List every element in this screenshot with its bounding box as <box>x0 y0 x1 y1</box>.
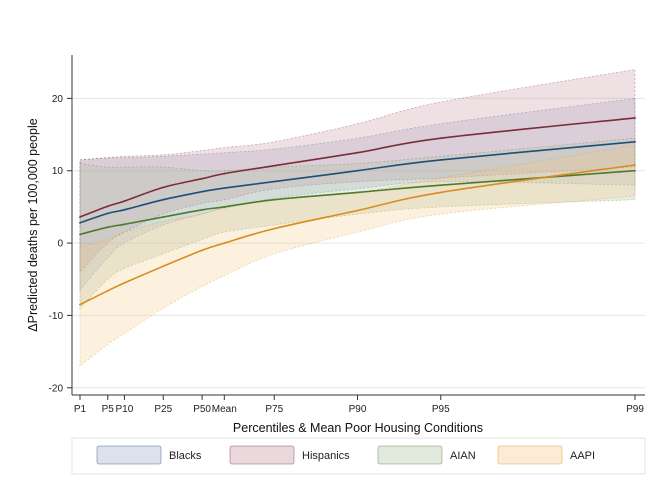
y-axis-title: ΔPredicted deaths per 100,000 people <box>26 118 40 331</box>
data-point-hispanics <box>162 186 165 189</box>
y-tick-label: 0 <box>57 239 63 250</box>
data-point-aapi <box>273 227 276 230</box>
data-point-blacks <box>106 212 109 215</box>
x-tick-label: P50 <box>193 404 211 415</box>
x-axis-title: Percentiles & Mean Poor Housing Conditio… <box>233 421 483 435</box>
legend-label-aapi: AAPI <box>570 450 595 462</box>
legend-label-hispanics: Hispanics <box>302 450 350 462</box>
data-point-aapi <box>123 281 126 284</box>
data-point-aian <box>356 191 359 194</box>
x-tick-label: Mean <box>212 404 237 415</box>
data-point-aian <box>201 208 204 211</box>
legend-swatch-aian <box>377 445 443 465</box>
x-tick-label: P5 <box>102 404 115 415</box>
data-point-blacks <box>201 190 204 193</box>
data-point-aian <box>123 223 126 226</box>
x-tick-label: P95 <box>432 404 450 415</box>
data-point-aian <box>273 198 276 201</box>
x-tick-label: P1 <box>74 404 87 415</box>
data-point-aapi <box>223 242 226 244</box>
x-tick-label: P99 <box>626 404 644 415</box>
y-tick-label: 20 <box>52 94 64 105</box>
data-point-hispanics <box>634 117 636 119</box>
legend-swatch-aapi <box>497 445 563 465</box>
legend: Blacks Hispanics AIAN AAPI <box>71 437 646 475</box>
legend-swatch-hispanics <box>229 445 295 465</box>
ci-band-aapi <box>79 144 636 367</box>
data-point-blacks <box>162 198 165 201</box>
data-point-aian <box>106 226 109 229</box>
data-point-hispanics <box>273 164 276 167</box>
ci-band-blacks <box>79 97 636 292</box>
data-point-aian <box>634 169 636 172</box>
y-tick-label: -20 <box>49 383 64 394</box>
data-point-hispanics <box>123 200 126 203</box>
x-tick-label: P90 <box>349 404 367 415</box>
data-point-blacks <box>123 208 126 211</box>
data-point-hispanics <box>106 205 109 208</box>
axes <box>71 55 645 396</box>
data-point-aapi <box>79 303 81 306</box>
data-point-aian <box>162 216 165 218</box>
legend-frame <box>71 437 646 475</box>
data-point-aian <box>79 233 81 236</box>
data-point-blacks <box>634 140 636 143</box>
legend-label-aian: AIAN <box>450 450 476 462</box>
data-point-hispanics <box>201 177 204 180</box>
data-point-aapi <box>439 191 442 194</box>
data-point-blacks <box>439 158 442 161</box>
y-ticks: -20 -10 0 10 20 <box>49 94 72 394</box>
series-lines <box>79 117 636 306</box>
y-tick-label: 10 <box>52 166 64 177</box>
y-tick-label: -10 <box>49 311 64 322</box>
legend-label-blacks: Blacks <box>169 450 202 462</box>
data-point-aapi <box>106 289 109 292</box>
data-point-blacks <box>223 187 226 190</box>
data-point-hispanics <box>356 151 359 154</box>
x-tick-label: P75 <box>265 404 283 415</box>
data-point-aapi <box>162 265 165 268</box>
data-point-aian <box>439 184 442 187</box>
data-point-aapi <box>201 249 204 252</box>
data-point-blacks <box>79 221 81 224</box>
data-point-aian <box>223 206 226 208</box>
data-point-hispanics <box>79 216 81 218</box>
data-point-hispanics <box>439 137 442 140</box>
data-point-blacks <box>356 169 359 172</box>
data-point-aapi <box>634 164 636 166</box>
x-tick-label: P25 <box>154 404 172 415</box>
x-ticks: P1 P5 P10 P25 P50 Mean P75 P90 P95 P99 <box>74 395 644 415</box>
data-point-blacks <box>273 180 276 183</box>
x-tick-label: P10 <box>116 404 134 415</box>
data-point-hispanics <box>223 172 226 175</box>
data-point-aapi <box>356 209 359 212</box>
legend-swatch-blacks <box>96 445 162 465</box>
